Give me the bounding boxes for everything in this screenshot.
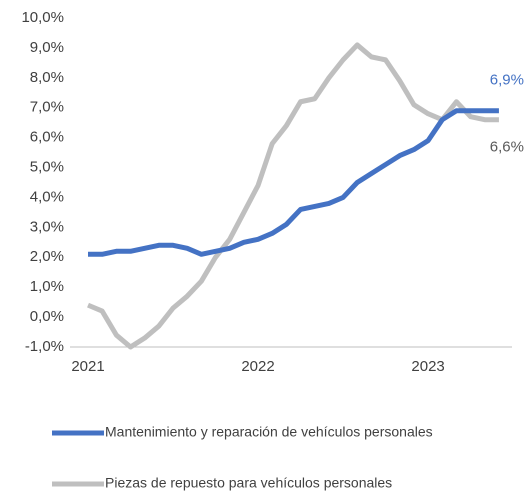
legend-label: Mantenimiento y reparación de vehículos … (105, 424, 433, 440)
y-tick-label: 3,0% (30, 218, 64, 235)
y-tick-label: 1,0% (30, 278, 64, 295)
y-tick-label: 5,0% (30, 159, 64, 176)
x-tick-label: 2023 (411, 358, 444, 375)
legend-label: Piezas de repuesto para vehículos person… (105, 475, 392, 491)
y-tick-label: 0,0% (30, 308, 64, 325)
value-label: 6,6% (490, 139, 524, 156)
y-tick-label: 6,0% (30, 129, 64, 146)
y-tick-label: -1,0% (25, 338, 64, 355)
x-tick-label: 2021 (71, 358, 104, 375)
series-line (87, 42, 499, 350)
y-tick-label: 7,0% (30, 99, 64, 116)
y-tick-label: 2,0% (30, 248, 64, 265)
y-tick-label: 4,0% (30, 188, 64, 205)
y-tick-label: 10,0% (21, 9, 64, 26)
y-tick-label: 8,0% (30, 69, 64, 86)
series-line (88, 108, 499, 257)
x-tick-label: 2022 (241, 358, 274, 375)
y-tick-label: 9,0% (30, 39, 64, 56)
value-label: 6,9% (490, 72, 524, 89)
